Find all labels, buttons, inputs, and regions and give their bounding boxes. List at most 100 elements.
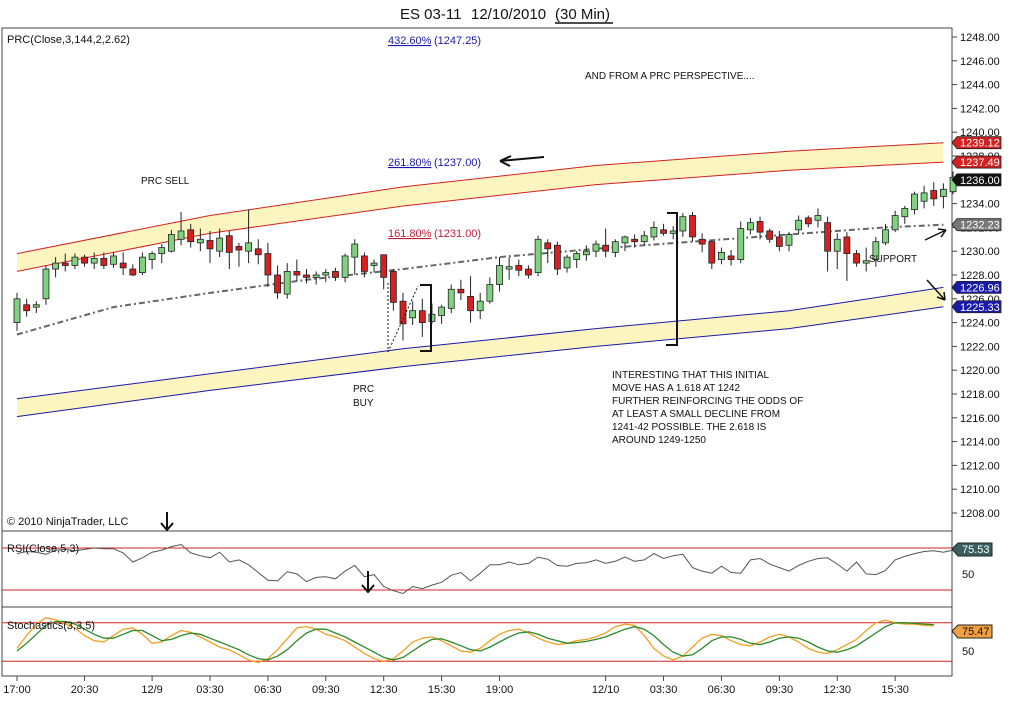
down-candle — [100, 257, 108, 266]
up-candle — [679, 216, 687, 232]
up-candle — [245, 242, 253, 252]
up-candle — [312, 274, 320, 278]
up-candle — [110, 255, 117, 265]
up-candle — [196, 238, 204, 244]
time-tick-label: 09:30 — [312, 684, 340, 696]
time-tick-label: 15:30 — [428, 684, 456, 696]
price-badges: 1239.12 1237.49 1236.00 1232.23 1226.96 1225.… — [951, 136, 1002, 314]
up-candle — [496, 265, 503, 285]
down-candle — [81, 256, 88, 264]
up-candle — [621, 236, 629, 244]
up-candle — [341, 255, 349, 278]
down-candle — [235, 246, 243, 251]
stochastics-label: Stochastics(3,3,5) — [7, 620, 95, 632]
up-candle — [90, 257, 98, 264]
time-tick-label: 17:00 — [3, 684, 31, 696]
down-candle — [380, 254, 388, 278]
rsi-plot — [2, 543, 963, 595]
commentary-line: AROUND 1249-1250 — [612, 435, 706, 446]
annotation-prc-sell: PRC SELL — [141, 176, 190, 187]
up-candle — [920, 192, 928, 202]
down-candle — [61, 262, 69, 266]
up-candle — [409, 310, 417, 319]
lower-band-inner — [16, 286, 944, 400]
down-candle — [332, 271, 339, 278]
down-candle — [727, 255, 735, 260]
drawing-marks — [160, 155, 947, 594]
down-candle — [708, 241, 716, 264]
down-candle — [254, 248, 262, 256]
down-candle — [389, 271, 397, 303]
up-candle — [71, 256, 79, 266]
down-candle — [274, 274, 281, 294]
up-candle — [862, 260, 870, 264]
rsi-panel — [1, 530, 953, 608]
down-candle — [515, 265, 523, 271]
copyright-label: © 2010 NinjaTrader, LLC — [7, 516, 128, 528]
up-candle — [534, 238, 542, 274]
up-candle — [785, 234, 793, 246]
down-candle — [206, 240, 214, 250]
down-candle — [129, 268, 137, 276]
up-candle — [911, 193, 918, 210]
up-candle — [13, 298, 21, 323]
time-tick-label: 19:00 — [486, 684, 514, 696]
price-tick-label: 1242.00 — [960, 103, 1000, 115]
up-candle — [669, 230, 677, 234]
down-candle — [23, 304, 31, 312]
up-candle — [447, 288, 455, 309]
up-candle — [370, 262, 378, 266]
rsi-line — [16, 543, 963, 595]
rsi-label: RSI(Close,5,3) — [7, 543, 79, 555]
down-candle — [660, 229, 667, 234]
time-tick-label: 06:30 — [254, 684, 282, 696]
price-tick-label: 1224.00 — [960, 318, 1000, 330]
up-candle — [747, 222, 754, 231]
fib-pct: 432.60% — [388, 35, 432, 47]
price-badge-text: 1226.96 — [960, 282, 1000, 294]
bracket-large — [666, 212, 678, 346]
down-candle — [264, 253, 272, 276]
price-tick-label: 1208.00 — [960, 508, 1000, 520]
annotation-support: SUPPORT — [869, 254, 917, 265]
up-candle — [486, 284, 494, 302]
down-candle — [766, 230, 774, 240]
stochastics-panel — [1, 606, 953, 677]
up-candle — [438, 306, 446, 316]
up-candle — [901, 207, 909, 218]
price-tick-label: 1222.00 — [960, 341, 1000, 353]
price-badge — [951, 173, 1002, 187]
chart-interval[interactable]: (30 Min) — [555, 6, 610, 23]
stochastics-value-text: 75.47 — [962, 626, 990, 638]
price-tick-label: 1230.00 — [960, 246, 1000, 258]
fib-level-161: 161.80% (1231.00) — [388, 228, 481, 240]
arrow-lower-support — [926, 279, 946, 301]
price-badge-text: 1232.23 — [960, 220, 1000, 232]
prc-mid-line — [16, 223, 944, 336]
down-candle — [457, 288, 465, 294]
price-badge — [951, 136, 1002, 150]
up-candle — [216, 237, 224, 252]
price-badge — [951, 218, 1002, 232]
up-candle — [283, 271, 291, 295]
commentary-line: INTERESTING THAT THIS INITIAL — [612, 370, 769, 381]
price-tick-label: 1218.00 — [960, 389, 1000, 401]
up-candle — [833, 238, 841, 252]
rsi-value-text: 75.53 — [962, 544, 990, 556]
price-panel — [1, 27, 953, 532]
up-candle — [158, 247, 166, 254]
price-tick-label: 1210.00 — [960, 484, 1000, 496]
down-candle — [804, 217, 812, 225]
price-badge-text: 1225.33 — [960, 302, 1000, 314]
up-candle — [611, 241, 619, 253]
up-candle — [814, 215, 822, 221]
stochastics-plot — [2, 617, 952, 664]
up-candle — [42, 268, 50, 300]
price-axis: 1248.001246.001244.001242.001240.001238.… — [952, 32, 1000, 520]
up-candle — [872, 241, 880, 260]
down-candle — [399, 300, 407, 325]
price-badge-text: 1237.49 — [960, 157, 1000, 169]
rsi-value-badge — [951, 542, 993, 557]
fib-anchor-dashed — [387, 283, 419, 353]
